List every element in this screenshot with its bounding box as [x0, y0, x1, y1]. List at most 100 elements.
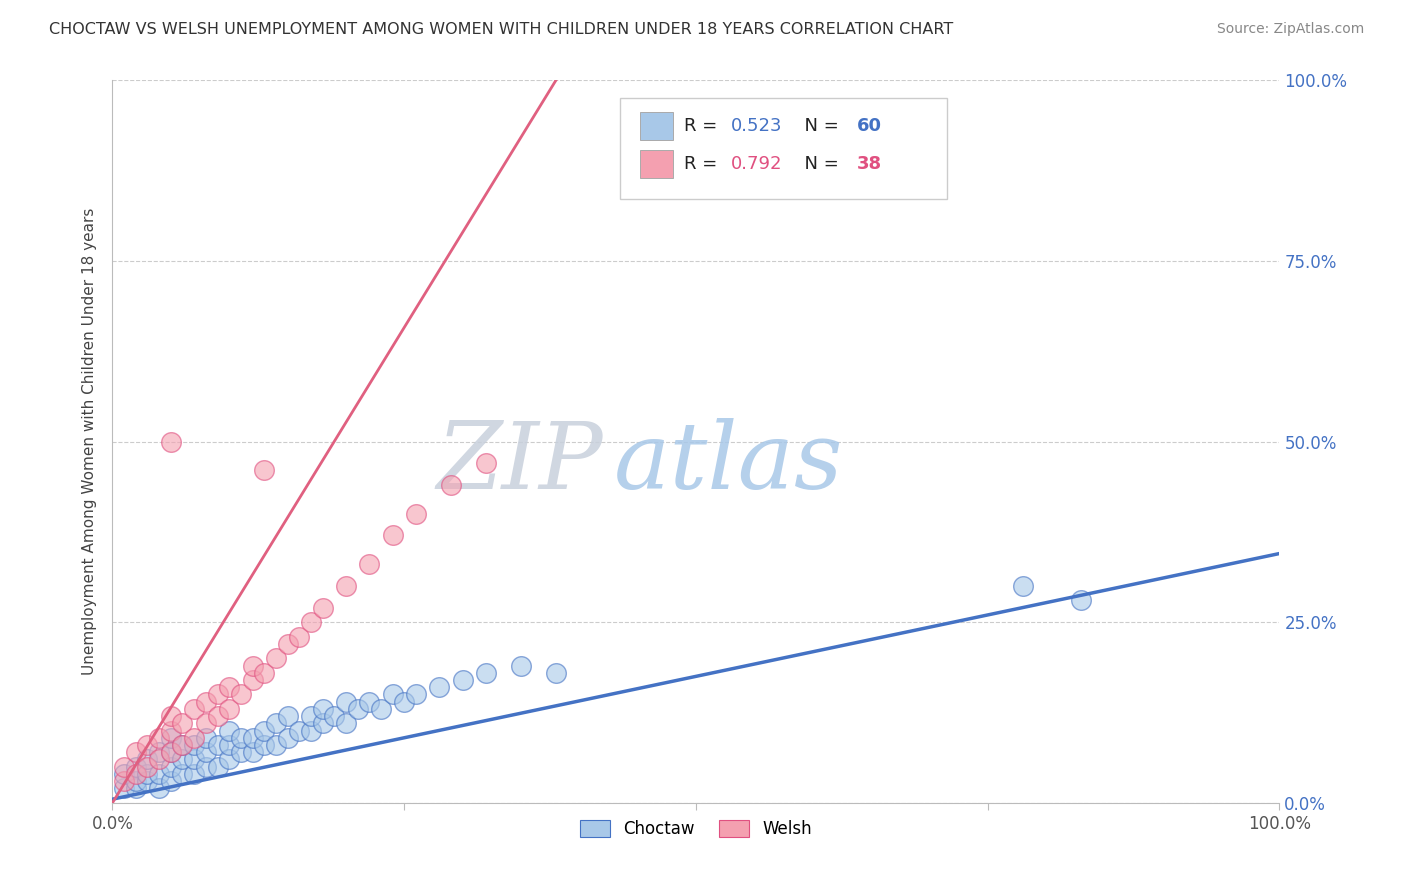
Point	[183, 738, 205, 752]
Point	[172, 738, 194, 752]
Point	[311, 600, 333, 615]
Point	[276, 731, 298, 745]
Point	[160, 709, 183, 723]
Point	[160, 723, 183, 738]
Point	[172, 767, 194, 781]
Legend: Choctaw, Welsh: Choctaw, Welsh	[572, 814, 820, 845]
Point	[335, 579, 357, 593]
Point	[183, 731, 205, 745]
Point	[125, 745, 148, 759]
Point	[229, 731, 252, 745]
Point	[125, 767, 148, 781]
Point	[509, 658, 531, 673]
Point	[242, 745, 264, 759]
Point	[370, 702, 392, 716]
Point	[475, 456, 498, 470]
Point	[207, 760, 229, 774]
Point	[381, 687, 404, 701]
Point	[253, 738, 276, 752]
Point	[288, 723, 311, 738]
Point	[229, 687, 252, 701]
Point	[136, 752, 159, 766]
Point	[440, 478, 463, 492]
Point	[183, 702, 205, 716]
Text: Source: ZipAtlas.com: Source: ZipAtlas.com	[1216, 22, 1364, 37]
Point	[136, 738, 159, 752]
Point	[253, 723, 276, 738]
Point	[148, 731, 170, 745]
Point	[172, 716, 194, 731]
Text: 0.792: 0.792	[731, 155, 783, 173]
Point	[183, 767, 205, 781]
Point	[207, 687, 229, 701]
Point	[335, 695, 357, 709]
Point	[172, 752, 194, 766]
Point	[242, 673, 264, 687]
Text: atlas: atlas	[614, 418, 844, 508]
Point	[194, 695, 217, 709]
FancyBboxPatch shape	[620, 98, 946, 200]
Point	[194, 745, 217, 759]
Point	[112, 774, 135, 789]
Point	[125, 774, 148, 789]
Point	[218, 738, 240, 752]
Point	[148, 745, 170, 759]
Point	[207, 709, 229, 723]
Point	[381, 528, 404, 542]
Point	[194, 716, 217, 731]
Point	[242, 731, 264, 745]
Point	[160, 731, 183, 745]
Point	[160, 434, 183, 449]
Point	[346, 702, 368, 716]
Point	[451, 673, 474, 687]
Text: N =: N =	[793, 155, 845, 173]
Point	[207, 738, 229, 752]
Point	[160, 745, 183, 759]
Point	[160, 760, 183, 774]
Point	[136, 767, 159, 781]
Point	[172, 738, 194, 752]
Point	[427, 680, 450, 694]
Point	[112, 781, 135, 796]
Text: R =: R =	[685, 155, 723, 173]
Y-axis label: Unemployment Among Women with Children Under 18 years: Unemployment Among Women with Children U…	[82, 208, 97, 675]
Text: 38: 38	[858, 155, 882, 173]
Text: 60: 60	[858, 117, 882, 135]
Point	[405, 507, 427, 521]
Point	[148, 781, 170, 796]
Point	[160, 745, 183, 759]
Point	[475, 665, 498, 680]
Point	[218, 680, 240, 694]
Point	[183, 752, 205, 766]
Text: N =: N =	[793, 117, 845, 135]
Point	[264, 738, 287, 752]
Text: CHOCTAW VS WELSH UNEMPLOYMENT AMONG WOMEN WITH CHILDREN UNDER 18 YEARS CORRELATI: CHOCTAW VS WELSH UNEMPLOYMENT AMONG WOME…	[49, 22, 953, 37]
Point	[335, 716, 357, 731]
Point	[160, 774, 183, 789]
Point	[359, 695, 381, 709]
Point	[276, 637, 298, 651]
FancyBboxPatch shape	[640, 151, 672, 178]
Text: R =: R =	[685, 117, 723, 135]
Point	[264, 651, 287, 665]
Point	[299, 723, 322, 738]
Point	[112, 767, 135, 781]
Point	[253, 463, 276, 477]
Text: ZIP: ZIP	[436, 418, 603, 508]
Point	[136, 774, 159, 789]
Point	[148, 767, 170, 781]
Point	[229, 745, 252, 759]
Point	[1070, 593, 1092, 607]
Point	[405, 687, 427, 701]
Point	[1011, 579, 1033, 593]
Point	[242, 658, 264, 673]
Point	[125, 760, 148, 774]
Point	[253, 665, 276, 680]
Point	[544, 665, 567, 680]
Point	[311, 702, 333, 716]
Point	[125, 781, 148, 796]
Point	[194, 731, 217, 745]
Point	[148, 752, 170, 766]
Point	[311, 716, 333, 731]
Text: 0.523: 0.523	[731, 117, 783, 135]
